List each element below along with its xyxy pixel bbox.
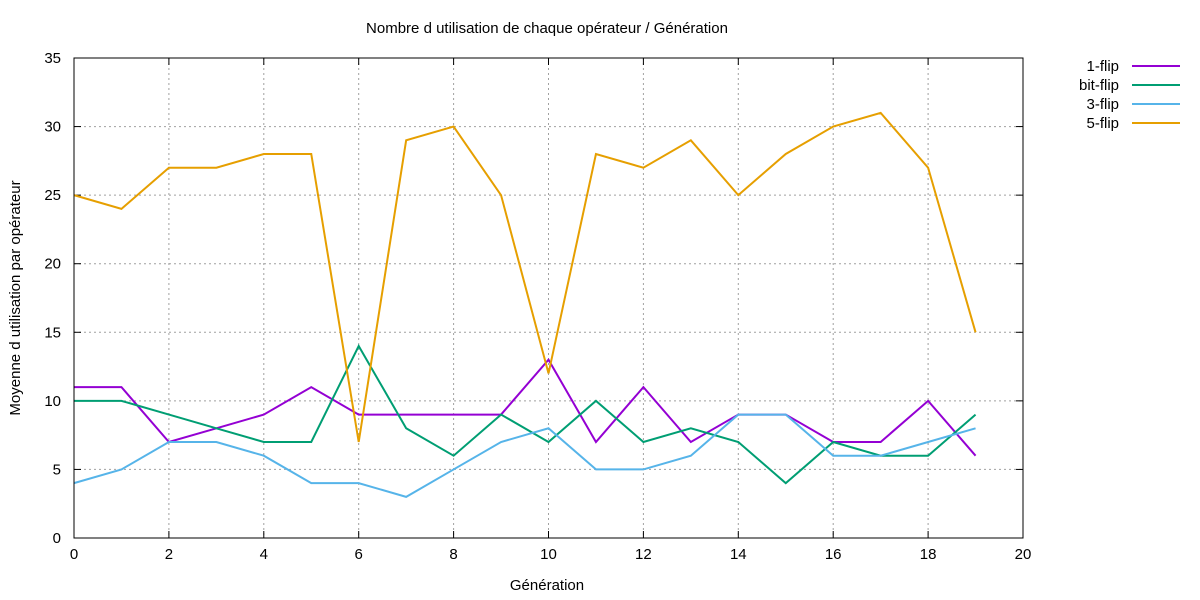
series-line-3-flip [73, 413, 976, 498]
y-tick-label: 25 [44, 187, 61, 204]
legend-label-5-flip: 5-flip [1086, 115, 1119, 132]
y-tick-label: 30 [44, 119, 61, 136]
series-line-5-flip [73, 111, 977, 443]
series-lines [73, 111, 977, 498]
chart-title: Nombre d utilisation de chaque opérateur… [366, 20, 728, 37]
y-tick-label: 10 [44, 393, 61, 410]
x-tick-label: 20 [1015, 546, 1032, 563]
x-tick-label: 2 [165, 546, 173, 563]
x-tick-label: 10 [540, 546, 557, 563]
x-tick-label: 8 [449, 546, 457, 563]
series-line-1-flip [74, 357, 977, 457]
legend-label-1-flip: 1-flip [1086, 58, 1119, 75]
legend-label-bit-flip: bit-flip [1079, 77, 1119, 94]
x-tick-label: 6 [355, 546, 363, 563]
x-tick-label: 4 [260, 546, 268, 563]
y-tick-label: 0 [53, 530, 61, 547]
grid [74, 58, 1023, 538]
series-line-bit-flip [74, 343, 977, 485]
axis-ticks: 0 5 10 15 20 25 30 35 0 2 4 6 8 10 12 14 16 18 20 [44, 50, 1031, 563]
y-axis-label: Moyenne d utilisation par opérateur [7, 180, 24, 415]
legend-label-3-flip: 3-flip [1086, 96, 1119, 113]
x-tick-label: 12 [635, 546, 652, 563]
x-axis-label: Génération [510, 577, 584, 594]
x-tick-label: 0 [70, 546, 78, 563]
y-tick-label: 20 [44, 256, 61, 273]
x-tick-label: 18 [920, 546, 937, 563]
plot-frame [73, 57, 1024, 539]
legend: 1-flip bit-flip 3-flip 5-flip [1079, 58, 1180, 132]
y-tick-label: 15 [44, 324, 61, 341]
x-tick-label: 16 [825, 546, 842, 563]
y-tick-label: 5 [53, 461, 61, 478]
x-tick-label: 14 [730, 546, 747, 563]
y-tick-label: 35 [44, 50, 61, 67]
